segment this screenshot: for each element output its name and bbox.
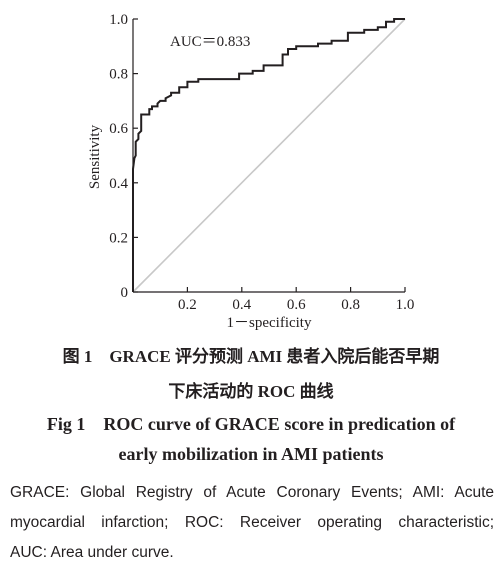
x-tick-label: 1.0: [396, 297, 415, 313]
y-tick-label: 1.0: [109, 12, 128, 28]
x-tick-label: 0.2: [178, 297, 197, 313]
y-tick-label: 0.2: [109, 230, 128, 246]
abbreviation-note-line3: AUC: Area under curve.: [10, 544, 174, 561]
x-tick-label: 0.8: [341, 297, 360, 313]
figure-caption-chinese-line2: 下床活动的 ROC 曲线: [168, 382, 334, 401]
y-axis-label: Sensitivity: [87, 124, 103, 189]
y-tick-label: 0: [121, 285, 129, 301]
roc-chart: 0.2 0.4 0.6 0.8 1.0 0 0.2 0.4 0.6 0.8 1.0 AUC＝0.8…: [87, 12, 414, 331]
auc-annotation: AUC＝0.833: [170, 34, 250, 50]
figure-caption-english-line1: Fig 1 ROC curve of GRACE score in predic…: [46, 414, 456, 434]
figure-caption-chinese-line1: 图 1 GRACE 评分预测 AMI 患者入院后能否早期: [62, 347, 440, 366]
abbreviation-note-line2: myocardial infarction; ROC: Receiver ope…: [10, 514, 494, 531]
diagonal-reference-line: [132, 18, 406, 293]
roc-curve-layer: [132, 18, 405, 292]
x-tick-label: 0.6: [287, 297, 306, 313]
x-tick-label: 0.4: [232, 297, 251, 313]
y-tick-label: 0.4: [109, 176, 128, 192]
y-tick-label: 0.6: [109, 121, 128, 137]
y-tick-label: 0.8: [109, 67, 128, 83]
abbreviation-note-line1: GRACE: Global Registry of Acute Coronary…: [10, 484, 494, 501]
figure-caption-english-line2: early mobilization in AMI patients: [118, 444, 384, 464]
y-tick-layer: 0 0.2 0.4 0.6 0.8 1.0: [109, 12, 138, 301]
x-axis-label: 1－specificity: [227, 315, 312, 331]
roc-curve-line: [132, 18, 405, 292]
reference-line-layer: [132, 18, 406, 293]
x-tick-layer: 0.2 0.4 0.6 0.8 1.0: [178, 287, 414, 313]
